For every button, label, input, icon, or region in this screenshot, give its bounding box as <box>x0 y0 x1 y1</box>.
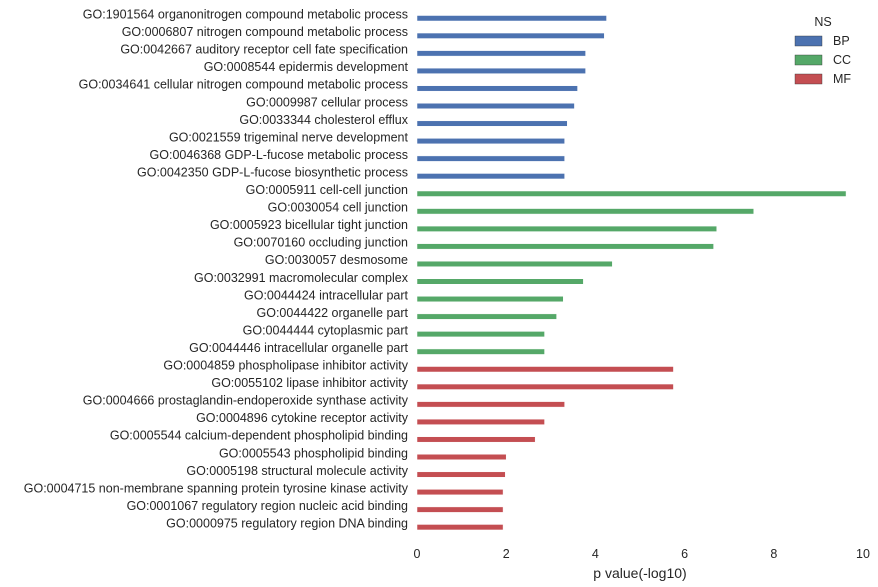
bar-bp-10 <box>416 173 565 180</box>
legend-swatch-cc <box>794 54 823 66</box>
bar-bp-8 <box>416 138 565 145</box>
bar-bp-2 <box>416 32 605 39</box>
bar-bp-3 <box>416 50 586 57</box>
category-label: GO:0042350 GDP-L-fucose biosynthetic pro… <box>137 165 408 179</box>
category-label: GO:0046368 GDP-L-fucose metabolic proces… <box>150 148 408 162</box>
category-label: GO:0004896 cytokine receptor activity <box>196 411 409 425</box>
x-tick-label: 8 <box>770 547 777 561</box>
bar-cc-20 <box>416 348 545 355</box>
bar-mf-23 <box>416 401 565 408</box>
category-label: GO:0005923 bicellular tight junction <box>210 218 408 232</box>
bar-mf-24 <box>416 418 545 425</box>
category-label: GO:0004859 phospholipase inhibitor activ… <box>163 359 408 373</box>
category-label: GO:0005544 calcium-dependent phospholipi… <box>110 429 408 443</box>
category-label: GO:0021559 trigeminal nerve development <box>169 130 409 144</box>
category-label: GO:0042667 auditory receptor cell fate s… <box>120 43 408 57</box>
bar-bp-1 <box>416 15 607 22</box>
legend-swatch-bp <box>794 35 823 47</box>
category-label: GO:0005911 cell-cell junction <box>246 183 408 197</box>
bar-mf-29 <box>416 506 504 513</box>
category-label: GO:0005198 structural molecule activity <box>186 464 408 478</box>
x-tick-label: 0 <box>414 547 421 561</box>
bar-bp-9 <box>416 155 565 162</box>
category-label: GO:0004666 prostaglandin-endoperoxide sy… <box>83 394 409 408</box>
legend-title: NS <box>814 15 831 29</box>
bar-mf-26 <box>416 454 507 460</box>
bar-mf-22 <box>416 383 674 390</box>
x-axis-ticks-group: 0 2 4 6 8 10 <box>414 547 870 561</box>
bar-mf-21 <box>416 366 674 373</box>
bar-mf-27 <box>416 471 506 478</box>
category-label: GO:0070160 occluding junction <box>234 236 408 250</box>
bars-group <box>416 15 847 531</box>
legend-label-bp: BP <box>833 34 850 48</box>
x-tick-label: 6 <box>681 547 688 561</box>
bar-cc-16 <box>416 278 584 285</box>
bar-mf-30 <box>416 524 504 531</box>
category-label: GO:0055102 lipase inhibitor activity <box>211 376 408 390</box>
category-label: GO:0044444 cytoplasmic part <box>243 323 409 337</box>
x-axis-label: p value(-log10) <box>593 565 686 581</box>
category-label: GO:0044422 organelle part <box>257 306 409 320</box>
category-label: GO:0044424 intracellular part <box>244 288 409 302</box>
category-label: GO:0033344 cholesterol efflux <box>239 113 408 127</box>
bar-cc-13 <box>416 225 717 232</box>
category-label: GO:1901564 organonitrogen compound metab… <box>83 8 408 22</box>
category-label: GO:0005543 phospholipid binding <box>219 446 408 460</box>
legend-swatch-mf <box>794 73 823 85</box>
x-tick-label: 2 <box>503 547 510 561</box>
category-label: GO:0009987 cellular process <box>246 95 408 109</box>
category-label: GO:0001067 regulatory region nucleic aci… <box>127 499 408 513</box>
bar-cc-15 <box>416 260 613 267</box>
bar-cc-11 <box>416 190 847 197</box>
category-label: GO:0030054 cell junction <box>268 201 408 215</box>
category-label: GO:0032991 macromolecular complex <box>194 271 409 285</box>
category-label: GO:0030057 desmosome <box>265 253 408 267</box>
category-label: GO:0034641 cellular nitrogen compound me… <box>79 78 408 92</box>
category-label: GO:0004715 non-membrane spanning protein… <box>24 481 409 495</box>
category-label: GO:0000975 regulatory region DNA binding <box>166 516 408 530</box>
category-label: GO:0044446 intracellular organelle part <box>189 341 408 355</box>
bar-bp-4 <box>416 67 586 74</box>
legend-label-mf: MF <box>833 72 851 86</box>
bar-bp-6 <box>416 103 575 109</box>
legend: NS BP CC MF <box>794 15 851 86</box>
legend-label-cc: CC <box>833 53 851 67</box>
bar-bp-5 <box>416 85 578 92</box>
bar-cc-17 <box>416 296 564 303</box>
bar-cc-12 <box>416 208 754 215</box>
bar-cc-14 <box>416 243 714 250</box>
bar-mf-28 <box>416 489 504 496</box>
bar-bp-7 <box>416 120 568 127</box>
category-label: GO:0006807 nitrogen compound metabolic p… <box>122 25 408 39</box>
x-tick-label: 10 <box>856 547 870 561</box>
category-labels-group: GO:1901564 organonitrogen compound metab… <box>24 8 409 531</box>
x-tick-label: 4 <box>592 547 599 561</box>
category-label: GO:0008544 epidermis development <box>204 60 409 74</box>
bar-mf-25 <box>416 436 536 443</box>
bar-cc-18 <box>416 313 557 320</box>
bar-cc-19 <box>416 331 545 338</box>
